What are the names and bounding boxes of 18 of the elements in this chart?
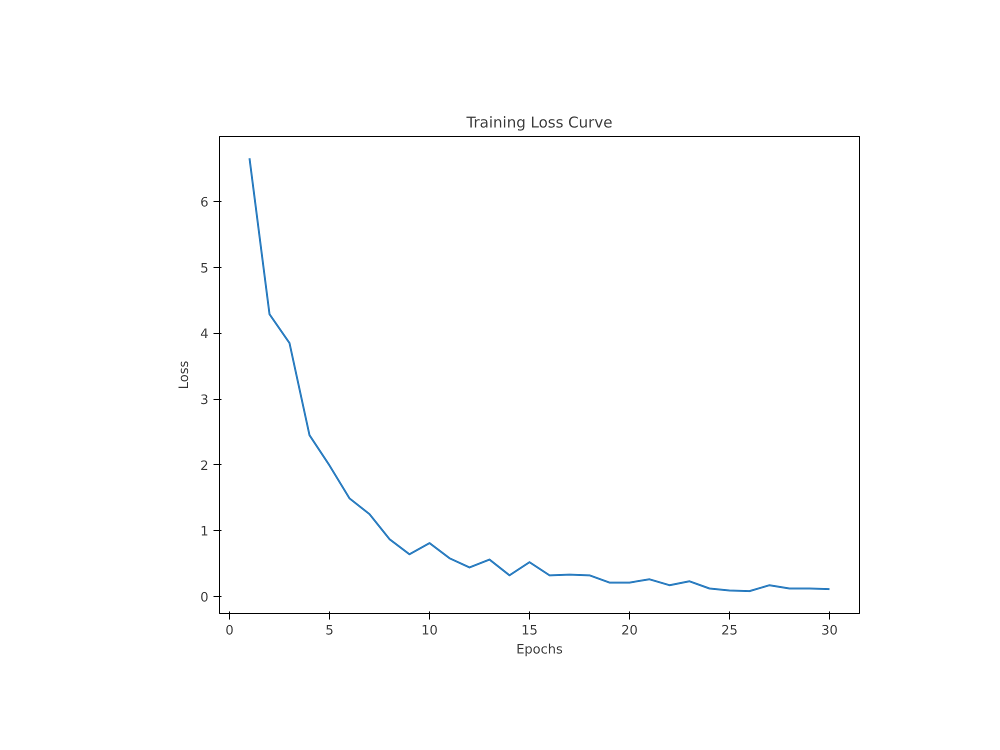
x-tick-label: 30: [821, 624, 838, 638]
x-tick-label: 25: [721, 624, 738, 638]
y-tick-label: 1: [200, 524, 209, 540]
y-axis-title: Loss: [177, 360, 192, 390]
x-tick-label: 5: [325, 624, 334, 638]
line-series: [248, 157, 830, 592]
y-tick-label: 3: [200, 393, 209, 408]
y-tick-label: 0: [200, 590, 209, 606]
x-tick-label: 0: [225, 624, 234, 638]
x-tick-label: 15: [521, 624, 538, 638]
y-tick-label: 4: [200, 327, 209, 342]
y-tick-label: 6: [200, 196, 209, 211]
x-tick-label: 20: [621, 624, 638, 638]
y-tick-label: 5: [200, 261, 209, 276]
y-tick-label: 2: [200, 458, 209, 474]
chart-title: Training Loss Curve: [466, 114, 612, 132]
x-tick-label: 10: [421, 624, 438, 638]
x-axis-title: Epochs: [516, 642, 564, 658]
